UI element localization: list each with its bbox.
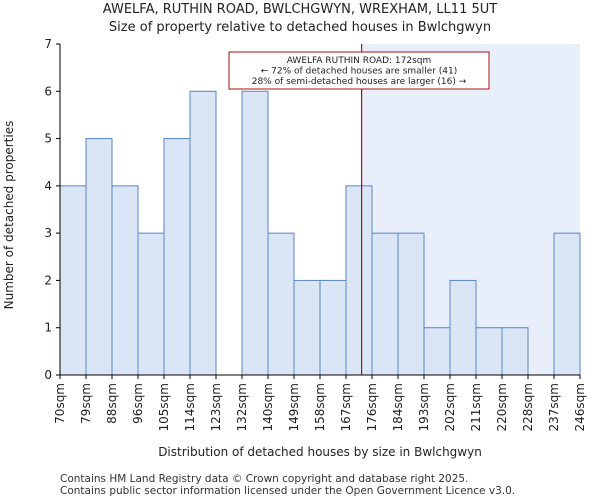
x-tick-label: 228sqm <box>521 383 535 431</box>
x-tick-label: 105sqm <box>157 383 171 431</box>
x-tick-label: 140sqm <box>261 383 275 431</box>
y-tick-label: 3 <box>44 226 52 240</box>
x-tick-label: 167sqm <box>339 383 353 431</box>
x-tick-label: 211sqm <box>469 383 483 431</box>
histogram-bar <box>345 185 373 376</box>
y-tick-label: 5 <box>44 132 52 146</box>
annotation-line-1: AWELFA RUTHIN ROAD: 172sqm <box>287 56 432 66</box>
histogram-bar <box>397 232 425 376</box>
x-tick-label: 220sqm <box>495 383 509 431</box>
annotation-line-3: 28% of semi-detached houses are larger (… <box>252 77 467 87</box>
histogram-bar <box>371 232 399 376</box>
footer-line-1: Contains HM Land Registry data © Crown c… <box>60 473 469 485</box>
histogram-bar <box>163 138 191 376</box>
x-tick-label: 202sqm <box>443 383 457 431</box>
histogram-chart: 0 1 2 3 4 5 6 7 70sqm 79sqm 88sqm 96sqm 105sqm 114sqm… <box>2 37 587 459</box>
histogram-bar <box>475 327 503 376</box>
histogram-bar <box>449 279 477 376</box>
x-tick-label: 246sqm <box>573 383 587 431</box>
chart-title: AWELFA, RUTHIN ROAD, BWLCHGWYN, WREXHAM,… <box>102 2 498 17</box>
x-tick-label: 132sqm <box>235 383 249 431</box>
y-tick-label: 6 <box>44 84 52 98</box>
histogram-bar <box>137 232 165 376</box>
histogram-bar <box>553 232 581 376</box>
histogram-bar <box>501 327 529 376</box>
histogram-bar <box>267 232 295 376</box>
x-tick-label: 176sqm <box>365 383 379 431</box>
histogram-bar <box>59 185 87 376</box>
x-tick-label: 114sqm <box>183 383 197 431</box>
histogram-bar <box>85 138 113 376</box>
x-tick-label: 96sqm <box>131 383 145 424</box>
y-tick-label: 1 <box>44 321 52 335</box>
x-tick-label: 79sqm <box>79 383 93 424</box>
footer-line-2: Contains public sector information licen… <box>60 485 516 497</box>
x-tick-label: 149sqm <box>287 383 301 431</box>
y-tick-label: 7 <box>44 37 52 51</box>
x-tick-label: 88sqm <box>105 383 119 424</box>
x-tick-label: 193sqm <box>417 383 431 431</box>
chart-subtitle: Size of property relative to detached ho… <box>108 20 492 35</box>
histogram-bar <box>423 327 451 376</box>
histogram-bar <box>189 90 217 376</box>
annotation-box <box>228 51 490 90</box>
x-axis-label: Distribution of detached houses by size … <box>158 445 482 459</box>
histogram-bar <box>241 90 269 376</box>
histogram-bar <box>293 279 321 376</box>
y-axis-label: Number of detached properties <box>2 121 16 310</box>
x-tick-label: 237sqm <box>547 383 561 431</box>
histogram-bar <box>319 279 347 376</box>
x-tick-label: 123sqm <box>209 383 223 431</box>
x-tick-label: 70sqm <box>53 383 67 424</box>
annotation-line-2: ← 72% of detached houses are smaller (41… <box>261 67 458 77</box>
y-tick-label: 0 <box>44 368 52 382</box>
histogram-bar <box>111 185 139 376</box>
y-tick-label: 2 <box>44 273 52 287</box>
x-tick-label: 184sqm <box>391 383 405 431</box>
x-tick-label: 158sqm <box>313 383 327 431</box>
y-tick-label: 4 <box>44 179 52 193</box>
